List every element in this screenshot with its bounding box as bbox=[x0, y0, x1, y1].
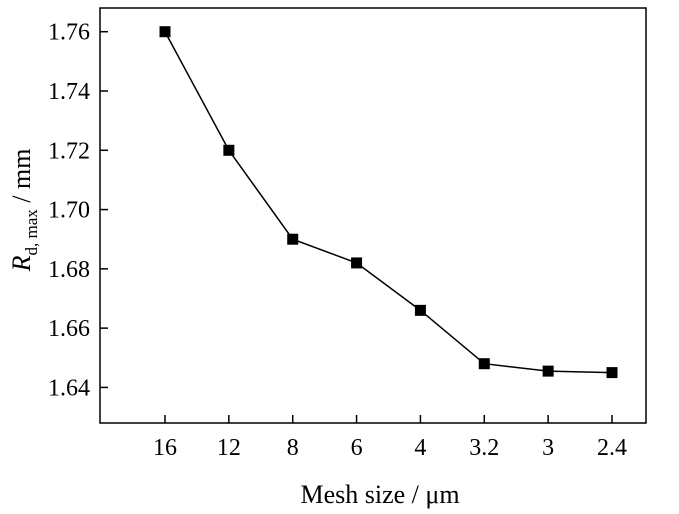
data-point-marker bbox=[478, 358, 490, 370]
y-axis-label: Rd, max / mm bbox=[7, 149, 41, 273]
x-axis-label: Mesh size / μm bbox=[300, 480, 459, 509]
y-tick-label: 1.74 bbox=[48, 79, 90, 105]
y-tick-label: 1.70 bbox=[48, 198, 90, 224]
y-axis-label-subscript: d, max bbox=[22, 209, 41, 256]
y-tick-label: 1.76 bbox=[48, 20, 90, 46]
y-axis-ticks: 1.64 1.66 1.68 1.70 1.72 1.74 1.76 bbox=[48, 20, 108, 401]
series-line bbox=[164, 31, 613, 374]
data-point-marker bbox=[159, 26, 171, 38]
x-tick-label: 6 bbox=[351, 435, 363, 461]
data-point-marker bbox=[351, 257, 363, 269]
y-axis-label-symbol: R bbox=[7, 255, 36, 272]
plot-frame bbox=[99, 7, 647, 424]
x-tick-label: 8 bbox=[287, 435, 299, 461]
x-tick-label: 4 bbox=[414, 435, 426, 461]
data-point-marker bbox=[223, 144, 235, 156]
y-tick-label: 1.72 bbox=[48, 138, 90, 164]
x-tick-label: 12 bbox=[217, 435, 241, 461]
y-tick-label: 1.68 bbox=[48, 257, 90, 283]
y-tick-label: 1.64 bbox=[48, 375, 90, 401]
data-point-marker bbox=[414, 304, 426, 316]
data-point-marker bbox=[606, 367, 618, 379]
y-tick-label: 1.66 bbox=[48, 316, 90, 342]
x-tick-label: 2.4 bbox=[597, 435, 627, 461]
series-markers bbox=[159, 26, 618, 379]
x-tick-label: 16 bbox=[153, 435, 177, 461]
y-axis-label-unit: / mm bbox=[7, 149, 36, 210]
x-tick-label: 3 bbox=[542, 435, 554, 461]
x-tick-label: 3.2 bbox=[469, 435, 499, 461]
data-point-marker bbox=[287, 233, 299, 245]
x-axis-ticks: 16 12 8 6 4 3.2 3 2.4 bbox=[153, 415, 627, 461]
data-point-marker bbox=[542, 365, 554, 377]
